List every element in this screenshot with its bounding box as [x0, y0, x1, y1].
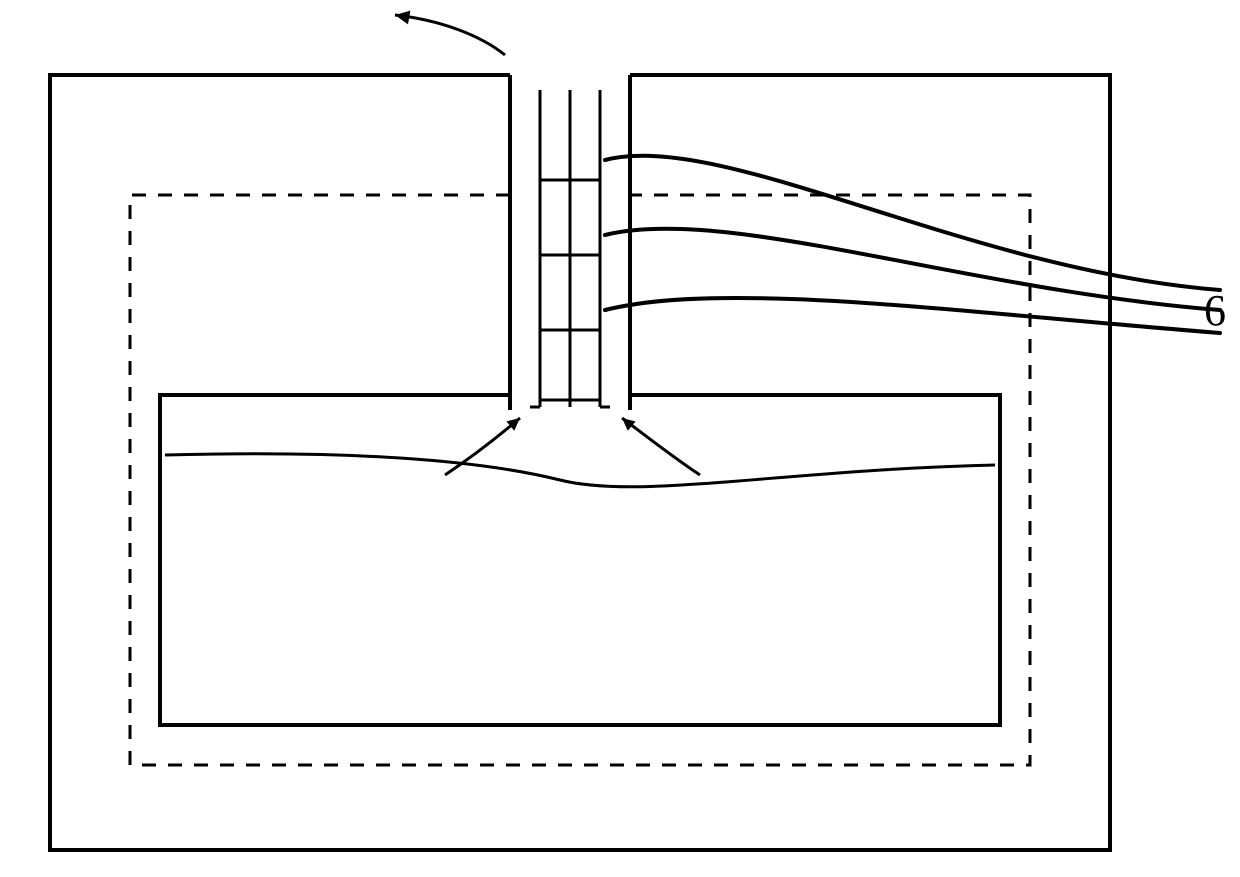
- callout-label-6: 6: [1204, 286, 1226, 335]
- canvas-background: [0, 0, 1240, 877]
